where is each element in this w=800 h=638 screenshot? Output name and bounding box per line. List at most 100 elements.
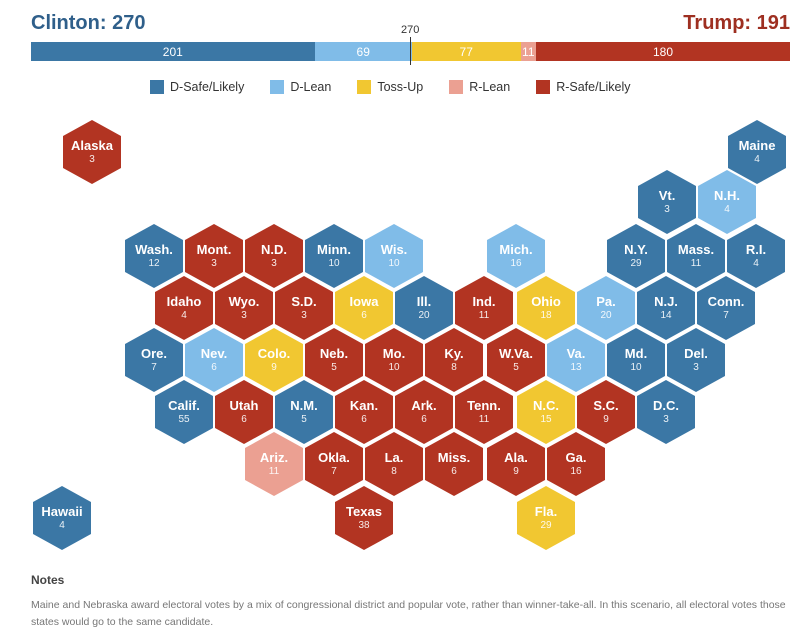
state-electoral-votes: 29 — [630, 257, 642, 269]
legend-swatch — [150, 80, 164, 94]
state-name: W.Va. — [499, 345, 533, 361]
state-electoral-votes: 5 — [331, 361, 337, 373]
state-electoral-votes: 6 — [241, 413, 247, 425]
state-ill[interactable]: Ill. 20 — [395, 276, 453, 340]
state-name: Calif. — [168, 397, 200, 413]
state-nc[interactable]: N.C. 15 — [517, 380, 575, 444]
state-wva[interactable]: W.Va. 5 — [487, 328, 545, 392]
state-electoral-votes: 3 — [301, 309, 307, 321]
legend-item-d-lean: D-Lean — [270, 80, 331, 94]
state-la[interactable]: La. 8 — [365, 432, 423, 496]
state-electoral-votes: 9 — [513, 465, 519, 477]
state-name: N.C. — [533, 397, 559, 413]
state-maine[interactable]: Maine 4 — [728, 120, 786, 184]
state-name: Ariz. — [259, 449, 289, 465]
state-name: Pa. — [596, 293, 616, 309]
state-mass[interactable]: Mass. 11 — [667, 224, 725, 288]
state-ri[interactable]: R.I. 4 — [727, 224, 785, 288]
state-minn[interactable]: Minn. 10 — [305, 224, 363, 288]
state-electoral-votes: 8 — [451, 361, 457, 373]
state-name: Ala. — [504, 449, 528, 465]
state-ore[interactable]: Ore. 7 — [125, 328, 183, 392]
state-electoral-votes: 11 — [478, 309, 490, 321]
state-va[interactable]: Va. 13 — [547, 328, 605, 392]
state-electoral-votes: 11 — [690, 257, 702, 269]
state-ind[interactable]: Ind. 11 — [455, 276, 513, 340]
state-name: Wash. — [135, 241, 173, 257]
state-name: Okla. — [318, 449, 350, 465]
state-texas[interactable]: Texas 38 — [335, 486, 393, 550]
state-utah[interactable]: Utah 6 — [215, 380, 273, 444]
state-name: Texas — [346, 503, 382, 519]
state-name: Neb. — [319, 345, 349, 361]
bar-segment-r-lean: 11 — [520, 42, 537, 61]
state-ark[interactable]: Ark. 6 — [395, 380, 453, 444]
state-ohio[interactable]: Ohio 18 — [517, 276, 575, 340]
state-electoral-votes: 6 — [451, 465, 457, 477]
state-name: N.D. — [261, 241, 287, 257]
notes-title: Notes — [31, 573, 65, 587]
state-electoral-votes: 5 — [301, 413, 307, 425]
bar-segment-r-safe: 180 — [536, 42, 790, 61]
state-alaska[interactable]: Alaska 3 — [63, 120, 121, 184]
state-nm[interactable]: N.M. 5 — [275, 380, 333, 444]
state-okla[interactable]: Okla. 7 — [305, 432, 363, 496]
state-name: Minn. — [317, 241, 351, 257]
state-mo[interactable]: Mo. 10 — [365, 328, 423, 392]
state-kan[interactable]: Kan. 6 — [335, 380, 393, 444]
state-idaho[interactable]: Idaho 4 — [155, 276, 213, 340]
state-name: Del. — [684, 345, 708, 361]
state-ny[interactable]: N.Y. 29 — [607, 224, 665, 288]
state-nh[interactable]: N.H. 4 — [698, 170, 756, 234]
state-name: Nev. — [200, 345, 228, 361]
electoral-vote-bar: 201 69 77 11 180 — [31, 42, 790, 61]
state-name: Mass. — [677, 241, 715, 257]
state-tenn[interactable]: Tenn. 11 — [455, 380, 513, 444]
state-wash[interactable]: Wash. 12 — [125, 224, 183, 288]
state-fla[interactable]: Fla. 29 — [517, 486, 575, 550]
state-nd[interactable]: N.D. 3 — [245, 224, 303, 288]
state-name: Miss. — [437, 449, 471, 465]
state-electoral-votes: 8 — [391, 465, 397, 477]
state-electoral-votes: 9 — [603, 413, 609, 425]
state-conn[interactable]: Conn. 7 — [697, 276, 755, 340]
state-name: Kan. — [349, 397, 379, 413]
state-iowa[interactable]: Iowa 6 — [335, 276, 393, 340]
state-electoral-votes: 11 — [478, 413, 490, 425]
state-name: N.M. — [290, 397, 318, 413]
state-electoral-votes: 12 — [148, 257, 160, 269]
state-wis[interactable]: Wis. 10 — [365, 224, 423, 288]
state-name: Md. — [624, 345, 648, 361]
state-pa[interactable]: Pa. 20 — [577, 276, 635, 340]
state-mont[interactable]: Mont. 3 — [185, 224, 243, 288]
state-calif[interactable]: Calif. 55 — [155, 380, 213, 444]
state-md[interactable]: Md. 10 — [607, 328, 665, 392]
state-electoral-votes: 3 — [663, 413, 669, 425]
state-ariz[interactable]: Ariz. 11 — [245, 432, 303, 496]
state-hex-map: Alaska 3 Maine 4 Vt. 3 N.H. 4 Wash. 12 Mont. 3 N.D. 3… — [33, 120, 786, 550]
state-sd[interactable]: S.D. 3 — [275, 276, 333, 340]
state-name: Vt. — [658, 187, 676, 203]
state-del[interactable]: Del. 3 — [667, 328, 725, 392]
state-nj[interactable]: N.J. 14 — [637, 276, 695, 340]
state-electoral-votes: 3 — [241, 309, 247, 321]
state-neb[interactable]: Neb. 5 — [305, 328, 363, 392]
state-electoral-votes: 3 — [211, 257, 217, 269]
state-mich[interactable]: Mich. 16 — [487, 224, 545, 288]
state-sc[interactable]: S.C. 9 — [577, 380, 635, 444]
state-electoral-votes: 38 — [358, 519, 370, 531]
state-miss[interactable]: Miss. 6 — [425, 432, 483, 496]
bar-segment-d-lean: 69 — [314, 42, 412, 61]
state-colo[interactable]: Colo. 9 — [245, 328, 303, 392]
state-wyo[interactable]: Wyo. 3 — [215, 276, 273, 340]
state-vt[interactable]: Vt. 3 — [638, 170, 696, 234]
state-dc[interactable]: D.C. 3 — [637, 380, 695, 444]
state-nev[interactable]: Nev. 6 — [185, 328, 243, 392]
state-name: Ill. — [416, 293, 432, 309]
state-ky[interactable]: Ky. 8 — [425, 328, 483, 392]
state-hawaii[interactable]: Hawaii 4 — [33, 486, 91, 550]
state-ala[interactable]: Ala. 9 — [487, 432, 545, 496]
state-electoral-votes: 7 — [151, 361, 157, 373]
state-ga[interactable]: Ga. 16 — [547, 432, 605, 496]
state-name: Fla. — [534, 503, 558, 519]
